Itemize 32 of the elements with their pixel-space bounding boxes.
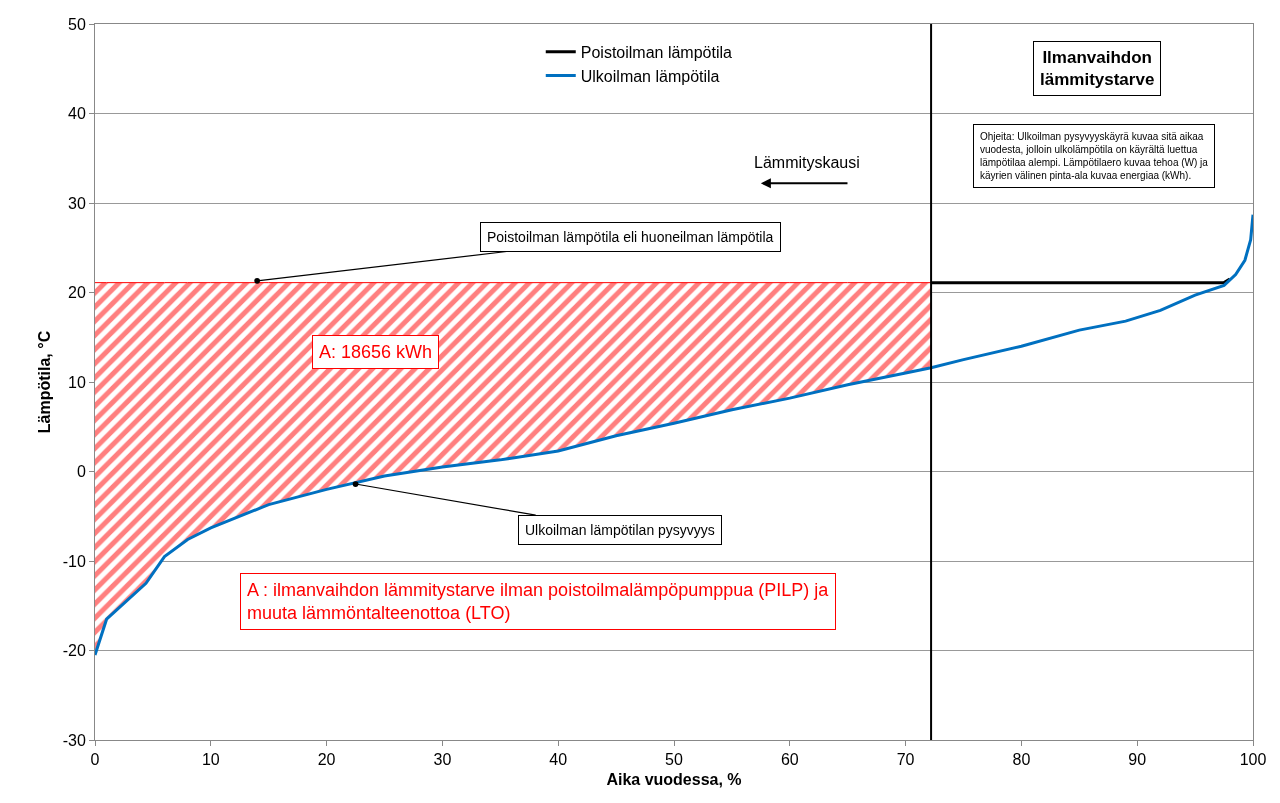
annotation: Poistoilman lämpötila eli huoneilman lämpötila (487, 229, 774, 245)
annotation: Ulkoilman lämpötilan pysyvyys (525, 522, 715, 538)
y-tick-label: -10 (62, 552, 86, 570)
y-tick-label: 30 (68, 194, 86, 212)
x-axis-title: Aika vuodessa, % (606, 770, 742, 788)
x-tick-label: 0 (90, 751, 100, 769)
y-tick-label: 50 (68, 15, 86, 33)
x-tick-label: 30 (433, 751, 452, 769)
legend-label: Ulkoilman lämpötila (580, 67, 720, 85)
y-tick-label: 0 (76, 463, 86, 481)
annotation: Ilmanvaihdon lämmitystarve (1040, 48, 1155, 90)
annotation: Lämmityskausi (754, 154, 860, 171)
annotation: A : ilmanvaihdon lämmitystarve ilman poistoilmalämpöpumppua (PILP) ja muuta lämmöntalteenottoa (LTO) (247, 580, 830, 624)
x-tick-label: 80 (1012, 751, 1031, 769)
x-tick-label: 20 (317, 751, 336, 769)
y-axis-title: Lämpötila, °C (35, 330, 53, 434)
x-tick-label: 100 (1239, 751, 1267, 769)
x-tick-label: 70 (896, 751, 915, 769)
y-tick-label: -30 (62, 731, 86, 749)
annotation: Ohjeita: Ulkoilman pysyvyyskäyrä kuvaa sitä aikaa vuodesta, jolloin ulkolämpötila on käyrältä luettua lämpötilaa alempi. Lämpötilaero kuvaa tehoa (W) ja käyrien välinen pinta-ala kuvaa energiaa (kWh). (980, 131, 1209, 181)
annotation: A: 18656 kWh (319, 342, 433, 362)
x-tick-label: 10 (201, 751, 220, 769)
legend-label: Poistoilman lämpötila (580, 43, 733, 61)
y-tick-label: 20 (68, 284, 86, 302)
x-tick-label: 40 (549, 751, 568, 769)
y-tick-label: 10 (68, 373, 86, 391)
y-tick-label: -20 (62, 642, 86, 660)
x-tick-label: 60 (780, 751, 799, 769)
y-tick-label: 40 (68, 105, 86, 123)
x-tick-label: 50 (665, 751, 683, 769)
line-series (95, 213, 1253, 657)
x-tick-label: 90 (1128, 751, 1147, 769)
